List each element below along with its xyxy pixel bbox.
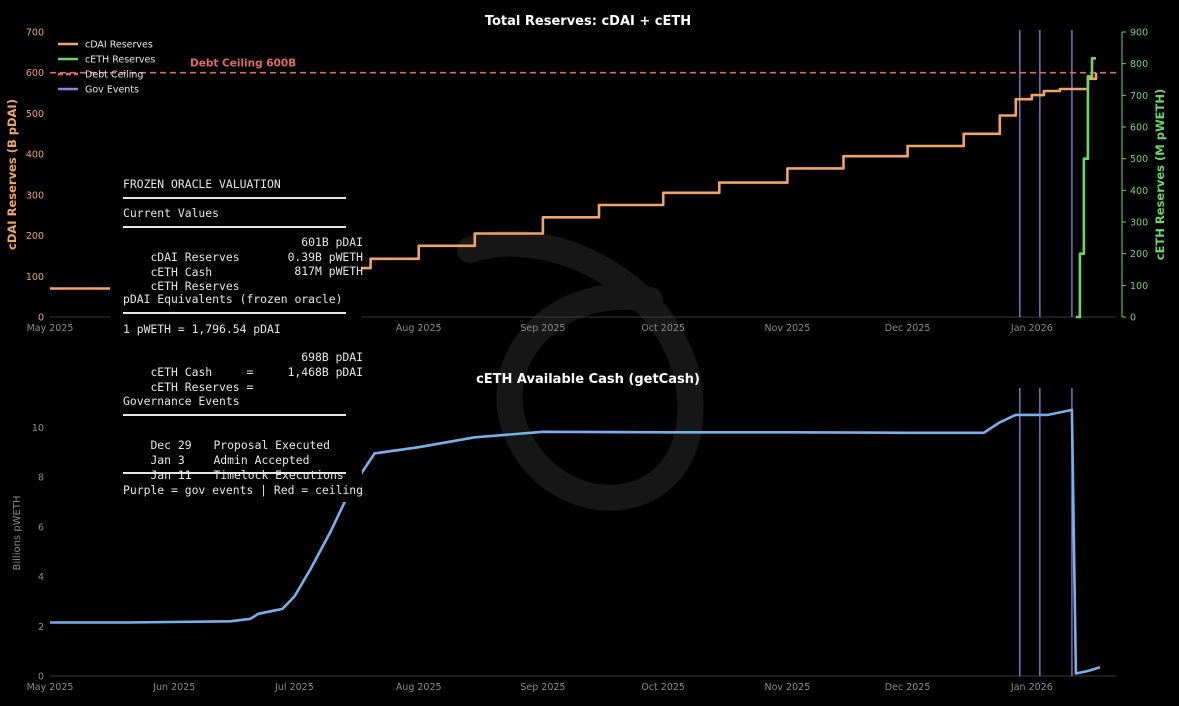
info-row: cETH Cash 0.39B pWETH (123, 250, 363, 308)
divider (123, 472, 346, 474)
debt-ceiling-label: Debt Ceiling 600B (190, 58, 296, 70)
y-tick-label: 100 (26, 272, 44, 283)
x-tick-label: Nov 2025 (765, 323, 811, 334)
gov-event-date: Jan 11 (150, 467, 192, 482)
divider (123, 226, 346, 228)
y-tick-label: 4 (38, 572, 44, 583)
info-value: 1,468B pDAI (287, 365, 363, 379)
oracle-rate: 1 pWETH = 1,796.54 pDAI (123, 322, 281, 336)
info-label: cDAI Reserves (150, 249, 240, 264)
gov-event-text: Proposal Executed (213, 437, 331, 452)
gov-event-row: Jan 11 Timelock Executions (123, 453, 344, 497)
gov-event-row: Dec 29 Proposal Executed (123, 423, 330, 467)
x-tick-label: Oct 2025 (641, 323, 685, 334)
chart-title: cETH Available Cash (getCash) (476, 372, 700, 387)
y-tick-label: 300 (26, 190, 44, 201)
y2-tick-label: 600 (1130, 123, 1148, 134)
info-value: 0.39B pWETH (287, 250, 363, 264)
x-tick-label: Jun 2025 (152, 682, 195, 693)
x-tick-label: Oct 2025 (641, 682, 685, 693)
y-tick-label: 0 (38, 672, 44, 683)
x-tick-label: Sep 2025 (520, 682, 565, 693)
info-label: cETH Cash (150, 264, 213, 279)
info-label: cETH Cash = (150, 364, 254, 379)
y-axis-label: Billions pWETH (12, 496, 23, 571)
y2-tick-label: 300 (1130, 218, 1148, 229)
x-tick-label: Dec 2025 (885, 323, 931, 334)
x-tick-label: May 2025 (27, 682, 74, 693)
chart-title: Total Reserves: cDAI + cETH (485, 14, 691, 29)
divider (123, 312, 346, 314)
gov-event-text: Admin Accepted (213, 452, 310, 467)
y-tick-label: 0 (38, 313, 44, 324)
y-tick-label: 8 (38, 473, 44, 484)
y2-tick-label: 200 (1130, 249, 1148, 260)
info-row: cETH Reserves 817M pWETH (123, 264, 363, 322)
legend-label: cETH Reserves (85, 55, 155, 66)
y2-tick-label: 500 (1130, 154, 1148, 165)
y-tick-label: 600 (26, 68, 44, 79)
equivalents-header: pDAI Equivalents (frozen oracle) (123, 292, 343, 306)
info-footer: Purple = gov events | Red = ceiling (123, 483, 364, 497)
info-title: FROZEN ORACLE VALUATION (123, 177, 281, 191)
y2-tick-label: 700 (1130, 91, 1148, 102)
gov-event-text: Timelock Executions (213, 467, 344, 482)
y-tick-label: 500 (26, 109, 44, 120)
y2-tick-label: 0 (1130, 313, 1136, 324)
info-value: 817M pWETH (294, 264, 363, 278)
info-row: cDAI Reserves 601B pDAI (123, 235, 363, 293)
y-tick-label: 6 (38, 522, 44, 533)
x-tick-label: May 2025 (27, 323, 74, 334)
x-tick-label: Jan 2026 (1010, 682, 1053, 693)
y-tick-label: 10 (32, 423, 44, 434)
series-line-ceth-reserves (1075, 56, 1096, 319)
y-tick-label: 200 (26, 231, 44, 242)
legend-label: Gov Events (85, 85, 139, 96)
info-value: 698B pDAI (301, 350, 363, 364)
y-tick-label: 2 (38, 622, 44, 633)
legend-label: Debt Ceiling (85, 70, 143, 81)
x-tick-label: Aug 2025 (396, 323, 442, 334)
series-line-cdai-reserves (50, 72, 1098, 290)
divider (123, 414, 346, 416)
series-line-ceth-available-cash (50, 408, 1101, 675)
current-values-header: Current Values (123, 206, 220, 220)
y2-tick-label: 800 (1130, 59, 1148, 70)
info-label: cETH Reserves (150, 278, 240, 293)
y2-tick-label: 100 (1130, 281, 1148, 292)
x-tick-label: Sep 2025 (520, 323, 565, 334)
x-tick-label: Jan 2026 (1010, 323, 1053, 334)
y2-axis-label: cETH Reserves (M pWETH) (1153, 89, 1167, 260)
y2-tick-label: 400 (1130, 186, 1148, 197)
legend-label: cDAI Reserves (85, 40, 153, 51)
info-row: cETH Cash = 698B pDAI (123, 350, 363, 408)
info-panel: FROZEN ORACLE VALUATION Current Values c… (110, 172, 364, 502)
gov-event-date: Jan 3 (150, 452, 185, 467)
x-tick-label: Jul 2025 (274, 682, 314, 693)
info-row: cETH Reserves = 1,468B pDAI (123, 365, 363, 423)
y-tick-label: 700 (26, 28, 44, 39)
gov-event-row: Jan 3 Admin Accepted (123, 438, 309, 482)
gov-header: Governance Events (123, 394, 240, 408)
x-tick-label: Aug 2025 (396, 682, 442, 693)
gov-event-date: Dec 29 (150, 437, 192, 452)
x-tick-label: Nov 2025 (765, 682, 811, 693)
y-axis-label: cDAI Reserves (B pDAI) (5, 99, 19, 250)
y-tick-label: 400 (26, 150, 44, 161)
bottom-chart: cETH Available Cash (getCash) May 2025 Jun… (12, 372, 1116, 693)
info-value: 601B pDAI (301, 235, 363, 249)
y2-tick-label: 900 (1130, 28, 1148, 39)
watermark-logo (457, 230, 704, 511)
x-tick-label: Dec 2025 (885, 682, 931, 693)
divider (123, 197, 346, 199)
info-label: cETH Reserves = (150, 379, 254, 394)
